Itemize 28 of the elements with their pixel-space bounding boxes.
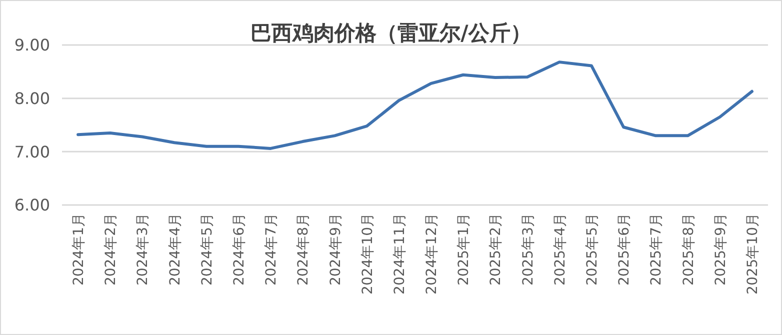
x-tick-label: 2025年3月 xyxy=(520,213,536,286)
x-tick-label: 2024年10月 xyxy=(360,213,376,294)
x-tick-label: 2025年2月 xyxy=(488,213,504,286)
x-tick-label: 2024年8月 xyxy=(296,213,312,286)
chart-title: 巴西鸡肉价格（雷亚尔/公斤） xyxy=(250,21,532,45)
line-series xyxy=(76,60,754,150)
x-tick-label: 2025年10月 xyxy=(744,213,761,294)
x-tick-label: 2025年7月 xyxy=(648,213,665,286)
y-tick-label: 6.00 xyxy=(14,196,50,215)
y-tick-label: 7.00 xyxy=(14,142,50,162)
x-tick-label: 2024年9月 xyxy=(328,213,344,286)
x-tick-label: 2025年6月 xyxy=(616,213,633,286)
x-tick-label: 2024年3月 xyxy=(135,213,152,286)
x-tick-label: 2025年5月 xyxy=(584,213,600,286)
y-tick-label: 9.00 xyxy=(14,36,50,55)
x-tick-label: 2025年4月 xyxy=(552,213,568,286)
x-tick-label: 2024年12月 xyxy=(424,213,440,294)
y-tick-label: 8.00 xyxy=(14,88,50,108)
x-tick-label: 2025年9月 xyxy=(712,213,729,286)
x-tick-label: 2024年1月 xyxy=(71,213,88,286)
x-tick-label: 2024年5月 xyxy=(199,213,216,286)
x-tick-label: 2024年11月 xyxy=(392,213,408,294)
x-tick-label: 2024年7月 xyxy=(264,213,280,286)
x-tick-label: 2025年1月 xyxy=(456,213,472,286)
x-tick-label: 2024年4月 xyxy=(167,213,184,286)
x-tick-label: 2024年6月 xyxy=(232,213,248,286)
x-tick-label: 2025年8月 xyxy=(680,213,697,286)
x-tick-label: 2024年2月 xyxy=(103,213,120,286)
